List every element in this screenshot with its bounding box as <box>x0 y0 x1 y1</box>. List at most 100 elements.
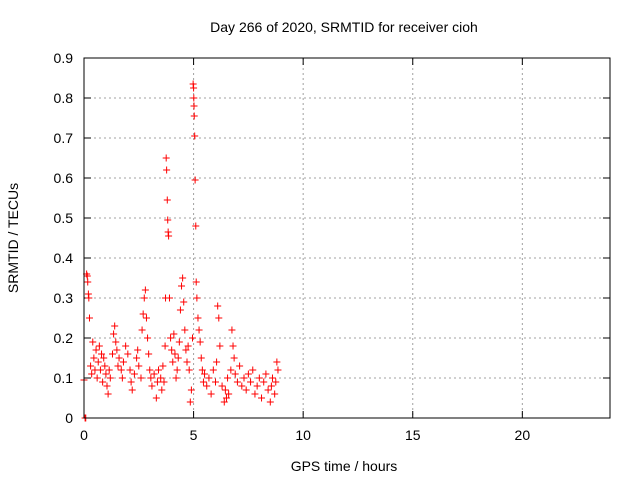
data-point <box>176 306 184 314</box>
y-tick-label: 0.8 <box>54 90 74 106</box>
data-point <box>114 362 122 370</box>
data-point <box>221 386 229 394</box>
data-point <box>165 294 173 302</box>
data-point <box>126 366 134 374</box>
data-point <box>94 358 102 366</box>
data-point <box>88 370 96 378</box>
data-point <box>180 298 188 306</box>
data-point <box>175 338 183 346</box>
data-point <box>89 338 97 346</box>
y-tick-label: 0.1 <box>54 370 74 386</box>
data-point <box>147 374 155 382</box>
data-point <box>195 326 203 334</box>
data-point <box>240 374 248 382</box>
data-point <box>260 378 268 386</box>
data-point <box>137 374 145 382</box>
data-point <box>158 386 166 394</box>
data-point <box>133 354 141 362</box>
data-point <box>93 374 101 382</box>
data-point <box>220 398 228 406</box>
data-point <box>216 342 224 350</box>
data-point <box>152 394 160 402</box>
data-point <box>171 350 179 358</box>
data-point <box>168 346 176 354</box>
data-point <box>134 346 142 354</box>
data-point <box>214 302 222 310</box>
data-point <box>85 294 93 302</box>
data-point <box>153 378 161 386</box>
data-point <box>190 94 198 102</box>
data-point <box>124 350 132 358</box>
data-point <box>130 370 138 378</box>
data-point <box>110 330 118 338</box>
data-point <box>84 278 92 286</box>
y-tick-label: 0.5 <box>54 210 74 226</box>
chart-title: Day 266 of 2020, SRMTID for receiver cio… <box>210 19 478 35</box>
data-point <box>215 314 223 322</box>
x-axis-label: GPS time / hours <box>291 458 398 474</box>
data-point <box>135 362 143 370</box>
data-point <box>197 354 205 362</box>
data-point <box>163 166 171 174</box>
data-point <box>172 374 180 382</box>
data-point <box>140 294 148 302</box>
data-point <box>155 366 163 374</box>
data-point <box>111 322 119 330</box>
data-point <box>192 222 200 230</box>
y-tick-label: 0.7 <box>54 130 74 146</box>
data-point <box>224 374 232 382</box>
y-axis-label: SRMTID / TECUs <box>5 183 21 293</box>
data-point <box>198 366 206 374</box>
data-point <box>162 154 170 162</box>
x-tick-label: 15 <box>405 427 421 443</box>
data-point <box>262 370 270 378</box>
data-point <box>108 350 116 358</box>
data-point <box>247 378 255 386</box>
data-point <box>148 382 156 390</box>
data-point <box>118 374 126 382</box>
data-point <box>170 330 178 338</box>
data-points <box>80 80 282 422</box>
data-point <box>187 386 195 394</box>
data-point <box>207 390 215 398</box>
data-point <box>271 390 279 398</box>
data-point <box>209 366 217 374</box>
data-point <box>165 232 173 240</box>
data-point <box>258 394 266 402</box>
data-point <box>272 378 280 386</box>
data-point <box>242 386 250 394</box>
data-point <box>225 390 233 398</box>
data-point <box>273 358 281 366</box>
data-point <box>205 374 213 382</box>
data-point <box>83 272 91 280</box>
data-point <box>196 338 204 346</box>
data-point <box>138 326 146 334</box>
data-point <box>228 326 236 334</box>
ticks: 0 0.1 0.2 0.3 0.4 0.5 0.6 0.7 0.8 0.9 0 5 10 15 20 <box>54 50 610 443</box>
data-point <box>87 362 95 370</box>
x-tick-label: 10 <box>295 427 311 443</box>
data-point <box>194 314 202 322</box>
data-point <box>157 374 165 382</box>
data-point <box>213 358 221 366</box>
y-tick-label: 0 <box>65 410 73 426</box>
data-point <box>100 354 108 362</box>
x-tick-label: 20 <box>515 427 531 443</box>
data-point <box>161 342 169 350</box>
x-tick-label: 5 <box>190 427 198 443</box>
data-point <box>186 398 194 406</box>
data-point <box>105 366 113 374</box>
y-tick-label: 0.9 <box>54 50 74 66</box>
data-point <box>142 314 150 322</box>
data-point <box>117 366 125 374</box>
data-point <box>184 342 192 350</box>
data-point <box>164 216 172 224</box>
data-point <box>188 334 196 342</box>
data-point <box>199 378 207 386</box>
data-point <box>251 390 259 398</box>
data-point <box>233 378 241 386</box>
data-point <box>146 366 154 374</box>
data-point <box>122 342 130 350</box>
x-tick-label: 0 <box>80 427 88 443</box>
data-point <box>191 132 199 140</box>
